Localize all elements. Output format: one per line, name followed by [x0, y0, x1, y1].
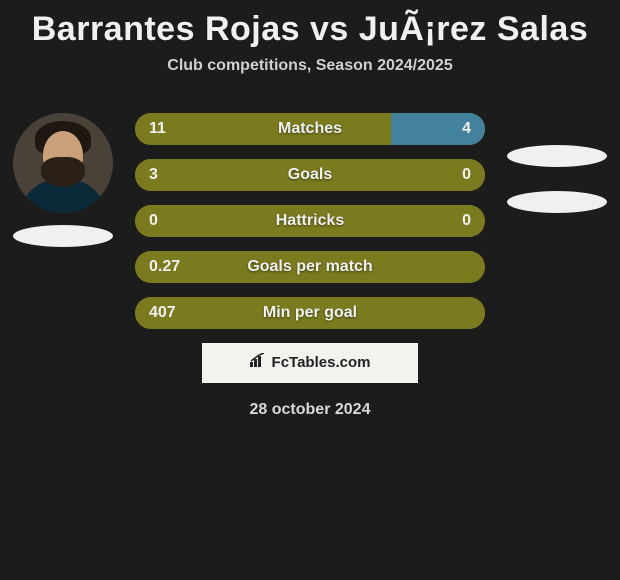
stat-label: Min per goal [135, 297, 485, 329]
stat-row: 00Hattricks [135, 205, 485, 237]
right-player-column [502, 113, 612, 213]
left-team-logo [13, 225, 113, 247]
brand-text: FcTables.com [272, 354, 371, 371]
right-team-logo-2 [507, 191, 607, 213]
page-title: Barrantes Rojas vs JuÃ¡rez Salas [0, 10, 620, 49]
stat-row: 30Goals [135, 159, 485, 191]
left-player-column [8, 113, 118, 247]
left-player-avatar [13, 113, 113, 213]
chart-icon [250, 343, 268, 383]
stat-label: Hattricks [135, 205, 485, 237]
stat-label: Goals [135, 159, 485, 191]
stat-row: 0.27Goals per match [135, 251, 485, 283]
right-team-logo-1 [507, 145, 607, 167]
subtitle: Club competitions, Season 2024/2025 [0, 57, 620, 75]
stat-row: 407Min per goal [135, 297, 485, 329]
stat-label: Goals per match [135, 251, 485, 283]
brand-badge: FcTables.com [202, 343, 418, 383]
stats-bars: 114Matches 30Goals 00Hattricks 0.27Goals pe… [135, 113, 485, 329]
date-text: 28 october 2024 [0, 401, 620, 419]
stat-row: 114Matches [135, 113, 485, 145]
stat-label: Matches [135, 113, 485, 145]
